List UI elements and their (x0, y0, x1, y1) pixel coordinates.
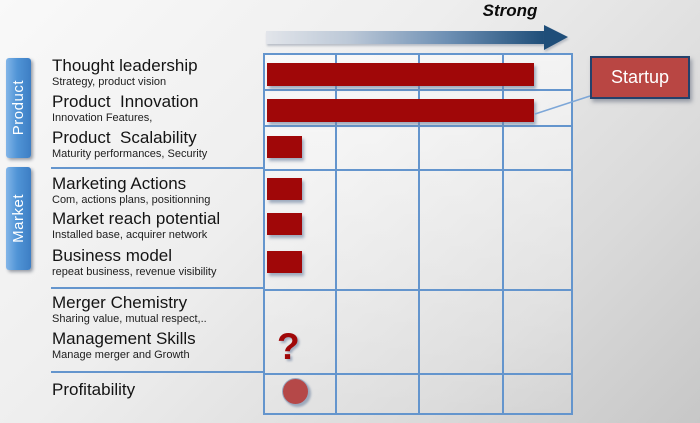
criterion-row: Market reach potential Installed base, a… (52, 209, 257, 241)
section-tab-product-label: Product (10, 80, 27, 136)
criterion-subtitle: Maturity performances, Security (52, 148, 208, 160)
profitability-dot-indicator (282, 378, 309, 405)
criterion-row: Business model repeat business, revenue … (52, 246, 257, 278)
criterion-row: Profitability (52, 380, 257, 400)
criterion-subtitle: Innovation Features, (52, 112, 153, 124)
strength-bar (267, 251, 302, 273)
criterion-title: Thought leadership (52, 56, 198, 75)
strength-bar (267, 63, 534, 86)
question-mark-indicator: ? (277, 326, 300, 367)
criterion-title: Business model (52, 246, 173, 265)
section-tab-product: Product (6, 58, 31, 158)
grid-column-line (502, 55, 504, 413)
criterion-title: Product Scalability (52, 128, 197, 147)
strength-bar (267, 99, 534, 122)
criterion-subtitle: Strategy, product vision (52, 76, 167, 88)
criterion-title: Product Innovation (52, 92, 199, 111)
grid-column-line (418, 55, 420, 413)
section-divider (51, 371, 265, 373)
grid-row-line (265, 125, 571, 127)
criterion-row: Management Skills Manage merger and Grow… (52, 329, 257, 361)
section-divider (51, 287, 265, 289)
strength-bar (267, 213, 302, 235)
criterion-row: Thought leadership Strategy, product vis… (52, 56, 257, 88)
grid-column-line (335, 55, 337, 413)
grid-row-line (265, 89, 571, 91)
strength-arrow-head-icon (544, 25, 568, 50)
startup-callout-box: Startup (590, 56, 690, 99)
criterion-row: Product Scalability Maturity performance… (52, 128, 257, 160)
strength-bar (267, 136, 302, 158)
strength-arrow-icon (266, 31, 544, 44)
criterion-subtitle: Installed base, acquirer network (52, 229, 208, 241)
criterion-subtitle: Manage merger and Growth (52, 349, 190, 361)
criterion-title: Management Skills (52, 329, 196, 348)
strength-bar (267, 178, 302, 200)
grid-section-line (265, 373, 571, 375)
criterion-row: Marketing Actions Com, actions plans, po… (52, 174, 257, 206)
criterion-subtitle: repeat business, revenue visibility (52, 266, 217, 278)
criterion-subtitle: Com, actions plans, positionning (52, 194, 211, 206)
section-divider (51, 167, 265, 169)
criterion-title: Market reach potential (52, 209, 221, 228)
criterion-subtitle: Sharing value, mutual respect,.. (52, 313, 207, 325)
grid-section-line (265, 289, 571, 291)
criterion-row: Merger Chemistry Sharing value, mutual r… (52, 293, 257, 325)
section-tab-market-label: Market (10, 194, 27, 243)
criterion-row: Product Innovation Innovation Features, (52, 92, 257, 124)
criterion-title: Marketing Actions (52, 174, 187, 193)
criterion-title: Merger Chemistry (52, 293, 188, 312)
grid-section-line (265, 169, 571, 171)
section-tab-market: Market (6, 167, 31, 270)
criterion-title: Profitability (52, 380, 136, 399)
startup-callout-label: Startup (610, 67, 670, 87)
strong-axis-label: Strong (482, 1, 538, 20)
